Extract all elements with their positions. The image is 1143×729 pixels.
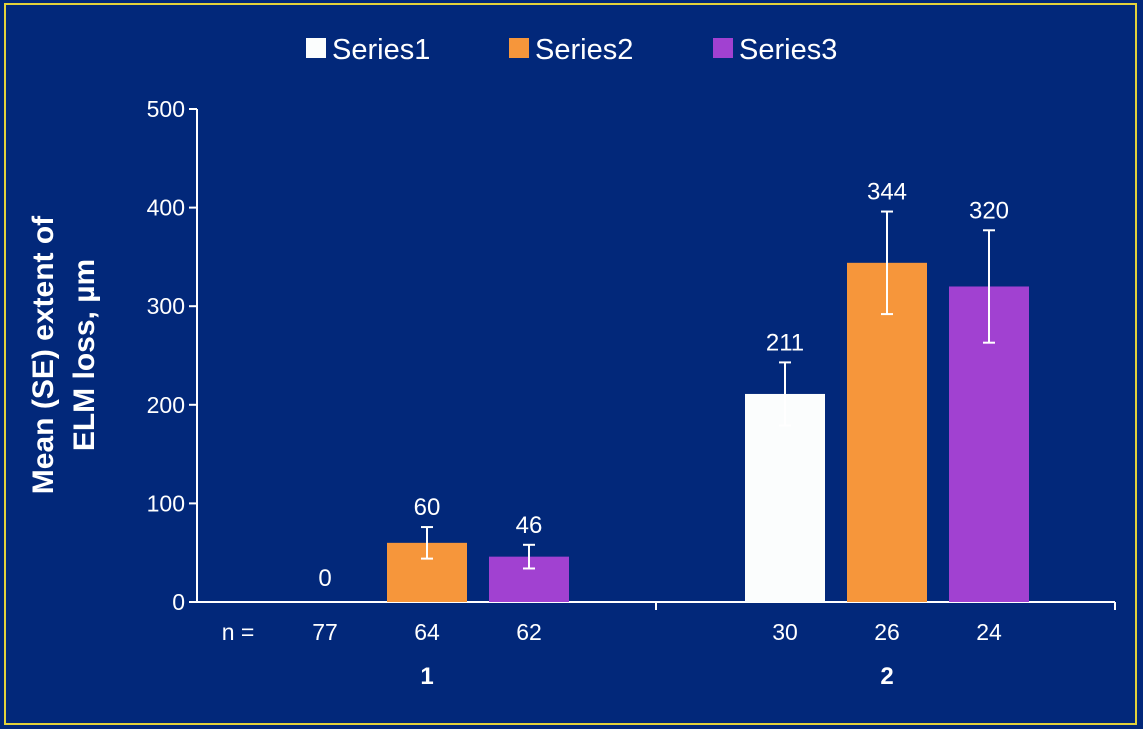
legend-label-series1: Series1 xyxy=(332,34,430,66)
bar xyxy=(745,393,825,602)
legend: Series1 Series2 Series3 xyxy=(306,34,837,66)
y-tick-label: 200 xyxy=(147,392,185,418)
legend-swatch-series3 xyxy=(713,38,733,58)
n-label: n = xyxy=(222,619,255,645)
data-label: 211 xyxy=(766,329,804,356)
data-label: 60 xyxy=(414,494,441,521)
data-label: 0 xyxy=(318,565,331,592)
legend-swatch-series1 xyxy=(306,38,326,58)
n-count-label: 30 xyxy=(772,619,798,645)
legend-label-series2: Series2 xyxy=(535,34,633,66)
y-tick-label: 500 xyxy=(147,96,185,122)
y-axis-label: Mean (SE) extent of ELM loss, µm xyxy=(27,215,101,494)
data-label: 320 xyxy=(969,197,1009,224)
x-category-label: 1 xyxy=(420,663,433,690)
y-axis-label-line-2: ELM loss, µm xyxy=(68,259,101,451)
legend-swatch-series2 xyxy=(509,38,529,58)
n-count-label: 26 xyxy=(874,619,900,645)
n-count-label: 64 xyxy=(414,619,440,645)
n-count-label: 62 xyxy=(516,619,542,645)
data-label: 344 xyxy=(867,179,907,206)
x-category-label: 2 xyxy=(880,663,893,690)
y-tick-label: 100 xyxy=(147,490,185,516)
y-axis-label-line-1: Mean (SE) extent of xyxy=(27,215,60,494)
chart-frame xyxy=(4,3,1137,725)
plot-area: 0 100 200 300 400 500 1 2 0 77 211 30 60 64 344 26 46 62 3… xyxy=(147,96,1116,690)
n-count-label: 24 xyxy=(976,619,1002,645)
n-count-label: 77 xyxy=(312,619,338,645)
y-tick-label: 400 xyxy=(147,195,185,221)
bar xyxy=(847,262,927,602)
data-label: 46 xyxy=(516,512,543,539)
y-tick-label: 300 xyxy=(147,293,185,319)
y-tick-label: 0 xyxy=(172,589,185,615)
legend-label-series3: Series3 xyxy=(739,34,837,66)
